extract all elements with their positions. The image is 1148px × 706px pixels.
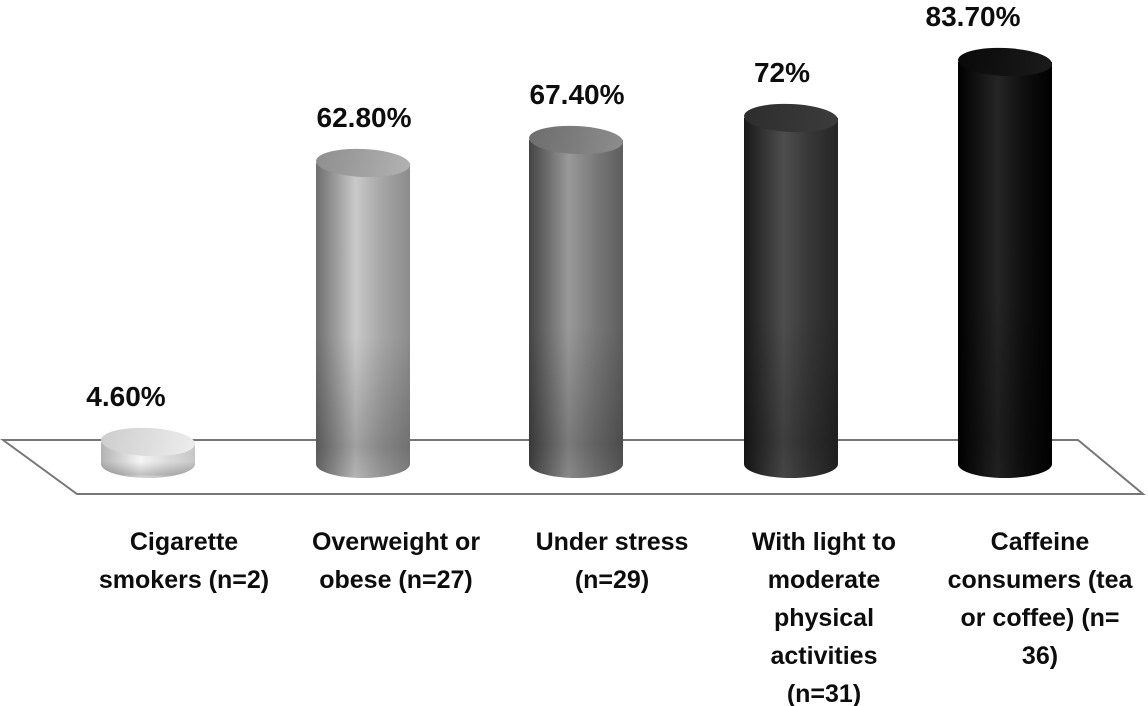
category-label: Caffeine consumers (tea or coffee) (n= 3… — [947, 528, 1133, 670]
value-label: 62.80% — [316, 101, 412, 133]
category-label: Overweight or obese (n=27) — [311, 528, 481, 594]
bar-cylinder — [316, 162, 410, 479]
category-label: With light to moderate physical activiti… — [751, 528, 897, 706]
category-label: Cigarette smokers (n=2) — [98, 528, 270, 594]
bar-cylinder — [529, 140, 623, 478]
value-label: 4.60% — [86, 380, 166, 412]
value-label: 67.40% — [529, 79, 625, 111]
bar-cylinder — [744, 118, 838, 478]
floor-polygon — [0, 439, 1146, 495]
value-label: 72% — [753, 57, 811, 89]
value-label: 83.70% — [925, 1, 1021, 33]
category-label: Under stress (n=29) — [535, 528, 689, 594]
bar-cylinder — [958, 62, 1052, 478]
